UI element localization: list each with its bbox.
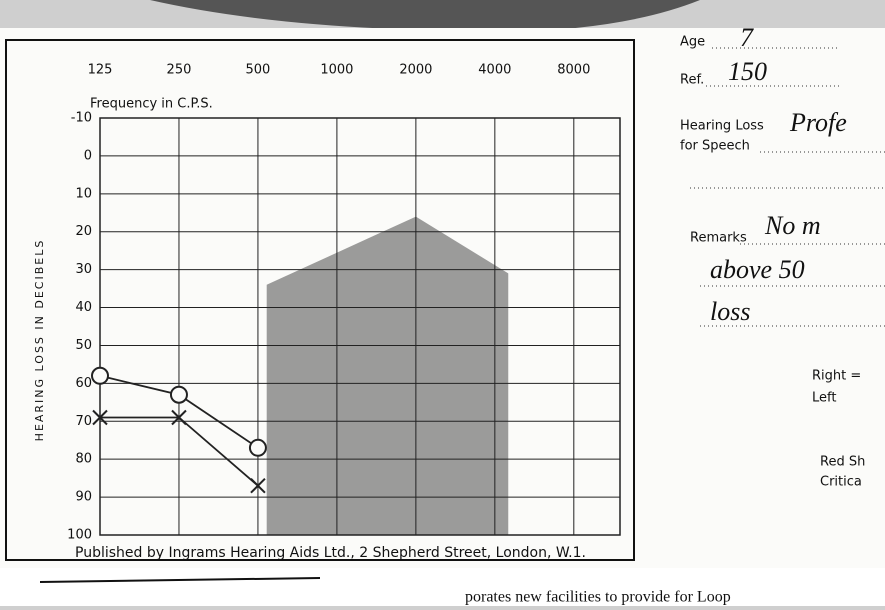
x-axis-title: Frequency in C.P.S. xyxy=(90,97,213,112)
ref-label: Ref. xyxy=(680,73,704,88)
x-tick-label: 2000 xyxy=(399,63,432,78)
remarks-3: loss xyxy=(710,297,750,326)
marker-o xyxy=(169,385,188,404)
speech: Profe xyxy=(789,108,847,137)
y-tick-label: 60 xyxy=(75,376,92,391)
marker-o xyxy=(248,438,267,457)
y-tick-label: 100 xyxy=(67,528,92,543)
remarks-label: Remarks xyxy=(690,231,747,246)
plot-frame xyxy=(99,117,621,536)
marker-x xyxy=(171,409,187,426)
marker-x xyxy=(92,409,108,426)
speech-label-1: Hearing Loss xyxy=(680,119,764,134)
card-border xyxy=(5,39,635,561)
page-rule xyxy=(39,577,321,583)
marker-o xyxy=(91,366,109,385)
speech-area xyxy=(266,216,509,535)
plot: -10 0 10 20 30 40 50 60 70 80 90 100 125 250 500 1000 20… xyxy=(67,63,621,543)
y-tick-label: 30 xyxy=(75,262,92,277)
red-2: Critica xyxy=(820,475,862,490)
y-tick-label: 50 xyxy=(75,338,92,353)
y-tick-label: 70 xyxy=(75,414,92,429)
x-tick-label: 500 xyxy=(246,63,271,78)
finger-shadow xyxy=(150,0,700,32)
y-tick-label: 40 xyxy=(75,300,92,315)
x-tick-label: 1000 xyxy=(320,63,353,78)
x-tick-label: 8000 xyxy=(557,63,590,78)
y-tick-label: 90 xyxy=(75,490,92,505)
form: Age 7 Ref. 150 Hearing Loss for Speech P… xyxy=(680,23,885,490)
y-tick-label: 0 xyxy=(84,148,92,163)
x-tick-label: 4000 xyxy=(478,63,511,78)
marker-x xyxy=(250,478,266,494)
remarks-2: above 50 xyxy=(710,255,805,284)
page-text: porates new facilities to provide for Lo… xyxy=(465,589,731,606)
legend-entry: Right = xyxy=(812,369,861,384)
y-axis-title: HEARING LOSS IN DECIBELS xyxy=(33,239,46,442)
speech-label-2: for Speech xyxy=(680,139,750,154)
page-below xyxy=(0,568,885,606)
age-label: Age xyxy=(680,35,705,50)
x-tick-label: 250 xyxy=(167,63,192,78)
y-tick-label: 80 xyxy=(75,452,92,467)
y-tick-label: -10 xyxy=(71,111,92,126)
legend-entry: Left xyxy=(812,391,836,406)
red-1: Red Sh xyxy=(820,455,865,470)
remarks-1: No m xyxy=(764,211,821,240)
footer: Published by Ingrams Hearing Aids Ltd., … xyxy=(75,545,586,561)
x-tick-label: 125 xyxy=(88,63,113,78)
y-tick-label: 10 xyxy=(75,186,92,201)
age: 7 xyxy=(740,23,754,52)
ref: 150 xyxy=(728,57,767,86)
y-tick-label: 20 xyxy=(75,224,92,239)
